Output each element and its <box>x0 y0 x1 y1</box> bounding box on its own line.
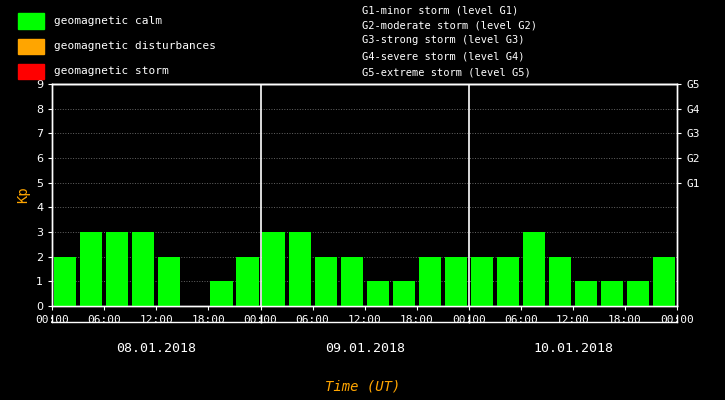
Text: Time (UT): Time (UT) <box>325 379 400 393</box>
Text: geomagnetic disturbances: geomagnetic disturbances <box>54 41 216 51</box>
Bar <box>653 257 675 306</box>
Bar <box>107 232 128 306</box>
Bar <box>497 257 519 306</box>
Bar <box>18 14 44 28</box>
Text: G5-extreme storm (level G5): G5-extreme storm (level G5) <box>362 67 531 77</box>
Text: 09.01.2018: 09.01.2018 <box>325 342 405 354</box>
Bar <box>158 257 181 306</box>
Bar <box>444 257 467 306</box>
Text: G3-strong storm (level G3): G3-strong storm (level G3) <box>362 35 525 45</box>
Text: G4-severe storm (level G4): G4-severe storm (level G4) <box>362 51 525 61</box>
Bar <box>132 232 154 306</box>
Bar <box>419 257 441 306</box>
Bar <box>54 257 76 306</box>
Bar <box>627 281 649 306</box>
Y-axis label: Kp: Kp <box>17 187 30 203</box>
Bar <box>18 64 44 79</box>
Text: 08.01.2018: 08.01.2018 <box>116 342 196 354</box>
Bar <box>367 281 389 306</box>
Bar <box>471 257 493 306</box>
Bar <box>289 232 310 306</box>
Bar <box>80 232 102 306</box>
Bar <box>523 232 545 306</box>
Bar <box>549 257 571 306</box>
Text: G1-minor storm (level G1): G1-minor storm (level G1) <box>362 5 519 15</box>
Bar <box>262 232 285 306</box>
Bar <box>236 257 259 306</box>
Bar <box>575 281 597 306</box>
Text: geomagnetic calm: geomagnetic calm <box>54 16 162 26</box>
Text: geomagnetic storm: geomagnetic storm <box>54 66 169 76</box>
Text: 10.01.2018: 10.01.2018 <box>533 342 613 354</box>
Bar <box>315 257 336 306</box>
Bar <box>210 281 233 306</box>
Bar <box>18 39 44 54</box>
Text: G2-moderate storm (level G2): G2-moderate storm (level G2) <box>362 20 537 30</box>
Bar <box>341 257 362 306</box>
Bar <box>601 281 623 306</box>
Bar <box>393 281 415 306</box>
